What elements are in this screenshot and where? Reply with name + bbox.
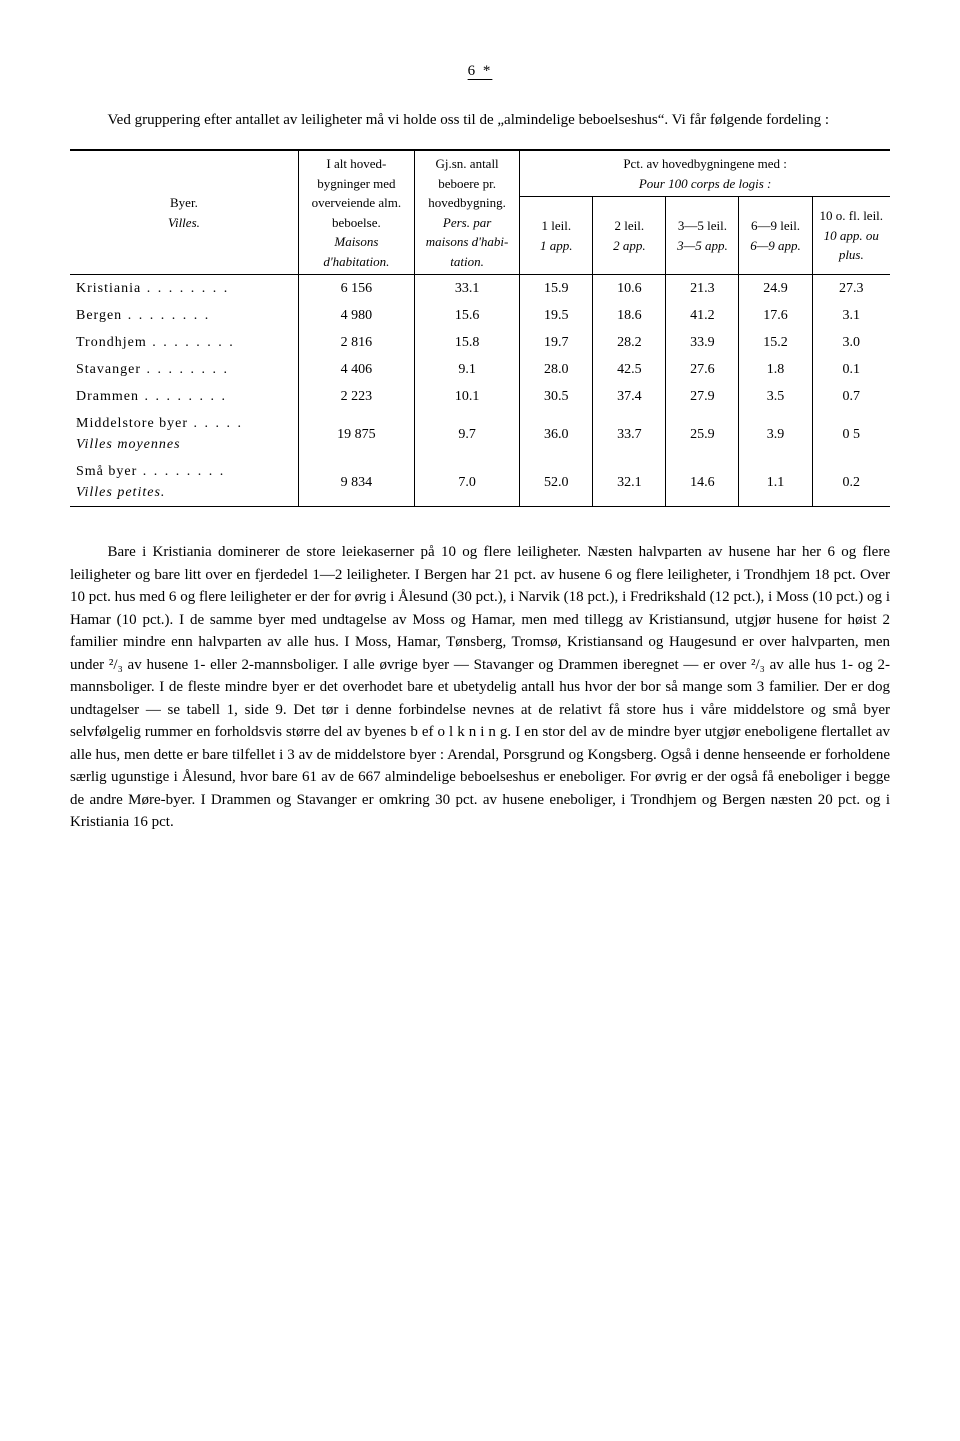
cell: 27.3 (812, 275, 890, 303)
sub4a: 6—9 leil. (751, 218, 800, 233)
cell: 32.1 (593, 458, 666, 507)
table-row: Trondhjem 2 816 15.8 19.7 28.2 33.9 15.2… (70, 329, 890, 356)
cell: 4 980 (298, 302, 414, 329)
city: Trondhjem (76, 335, 235, 350)
cell: 2 816 (298, 329, 414, 356)
cell: 21.3 (666, 275, 739, 303)
intro-paragraph: Ved gruppering efter antallet av leiligh… (70, 109, 890, 132)
cell: 9.1 (414, 356, 519, 383)
city: Drammen (76, 389, 227, 404)
table-row: Drammen 2 223 10.1 30.5 37.4 27.9 3.5 0.… (70, 383, 890, 410)
city-sub: Villes petites. (76, 482, 292, 503)
sub3a: 3—5 leil. (678, 218, 727, 233)
cell: 9 834 (298, 458, 414, 507)
cell: 27.9 (666, 383, 739, 410)
body-text: Bare i Kristiania dominerer de store lei… (70, 541, 890, 834)
cell: 17.6 (739, 302, 812, 329)
cell: 37.4 (593, 383, 666, 410)
col2-a: Gj.sn. an­tall beboere pr. hoved­bygning… (428, 156, 506, 210)
cell: 24.9 (739, 275, 812, 303)
cell: 10.1 (414, 383, 519, 410)
cell: 42.5 (593, 356, 666, 383)
city-sub: Villes moyennes (76, 434, 292, 455)
table-row: Middelstore byer Villes moyennes 19 875 … (70, 410, 890, 458)
cell: 10.6 (593, 275, 666, 303)
cell: 3.0 (812, 329, 890, 356)
cell: 15.9 (520, 275, 593, 303)
cell: 9.7 (414, 410, 519, 458)
cell: 33.9 (666, 329, 739, 356)
col1-b: Maisons d'habitation. (323, 234, 389, 269)
cell: 33.7 (593, 410, 666, 458)
col1-a: I alt hoved­bygninger med overveiende al… (312, 156, 402, 230)
city: Bergen (76, 308, 210, 323)
table-row: Bergen 4 980 15.6 19.5 18.6 41.2 17.6 3.… (70, 302, 890, 329)
group-a: Pct. av hovedbygningene med : (623, 156, 787, 171)
cell: 28.0 (520, 356, 593, 383)
cell: 0.1 (812, 356, 890, 383)
cell: 0.2 (812, 458, 890, 507)
sub3b: 3—5 app. (677, 238, 728, 253)
cell: 30.5 (520, 383, 593, 410)
col-city-label-fr: Villes. (168, 215, 200, 230)
cell: 1.8 (739, 356, 812, 383)
cell: 25.9 (666, 410, 739, 458)
sub1a: 1 leil. (541, 218, 571, 233)
cell: 2 223 (298, 383, 414, 410)
body-paragraph: Bare i Kristiania dominerer de store lei… (70, 541, 890, 834)
cell: 18.6 (593, 302, 666, 329)
cell: 6 156 (298, 275, 414, 303)
cell: 4 406 (298, 356, 414, 383)
city: Kristiania (76, 281, 229, 296)
cell: 0.7 (812, 383, 890, 410)
cell: 15.8 (414, 329, 519, 356)
page-number: 6 * (70, 60, 890, 83)
cell: 33.1 (414, 275, 519, 303)
city: Små byer (76, 464, 225, 479)
col-city-label: Byer. (170, 195, 198, 210)
table-row: Stavanger 4 406 9.1 28.0 42.5 27.6 1.8 0… (70, 356, 890, 383)
cell: 7.0 (414, 458, 519, 507)
cell: 3.9 (739, 410, 812, 458)
cell: 15.2 (739, 329, 812, 356)
cell: 41.2 (666, 302, 739, 329)
cell: 19 875 (298, 410, 414, 458)
cell: 3.1 (812, 302, 890, 329)
cell: 27.6 (666, 356, 739, 383)
cell: 19.7 (520, 329, 593, 356)
cell: 52.0 (520, 458, 593, 507)
table-row: Kristiania 6 156 33.1 15.9 10.6 21.3 24.… (70, 275, 890, 303)
group-b: Pour 100 corps de logis : (639, 176, 772, 191)
cell: 28.2 (593, 329, 666, 356)
sub1b: 1 app. (540, 238, 573, 253)
col2-b: Pers. par maisons d'habi­tation. (426, 215, 509, 269)
cell: 1.1 (739, 458, 812, 507)
sub4b: 6—9 app. (750, 238, 801, 253)
cell: 15.6 (414, 302, 519, 329)
cell: 3.5 (739, 383, 812, 410)
housing-table: Byer. Villes. I alt hoved­bygninger med … (70, 149, 890, 513)
cell: 14.6 (666, 458, 739, 507)
city: Middelstore byer (76, 416, 243, 431)
city: Stavanger (76, 362, 229, 377)
table-row: Små byer Villes petites. 9 834 7.0 52.0 … (70, 458, 890, 507)
sub2a: 2 leil. (615, 218, 645, 233)
cell: 36.0 (520, 410, 593, 458)
sub2b: 2 app. (613, 238, 646, 253)
cell: 0 5 (812, 410, 890, 458)
cell: 19.5 (520, 302, 593, 329)
sub5a: 10 o. fl. leil. (820, 208, 884, 223)
sub5b: 10 app. ou plus. (824, 228, 879, 263)
